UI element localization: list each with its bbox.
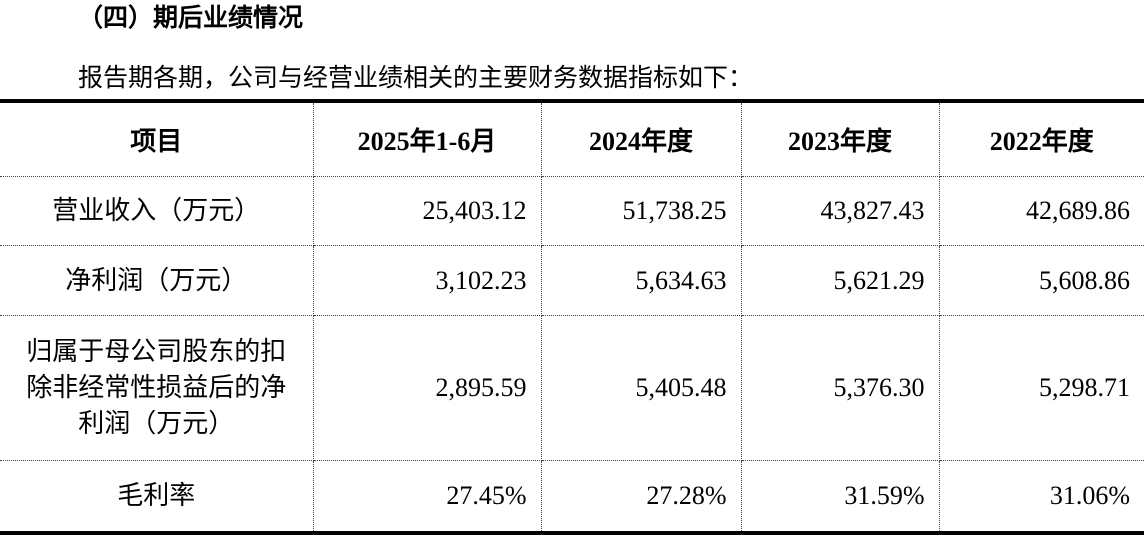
table-cell: 5,298.71: [938, 315, 1144, 461]
column-header: 2025年1-6月: [312, 101, 542, 177]
table-cell: 5,621.29: [740, 245, 940, 316]
table-cell: 5,376.30: [740, 315, 940, 461]
column-header: 2023年度: [740, 101, 940, 177]
table-row: 归属于母公司股东的扣除非经常性损益后的净利润（万元） 2,895.59 5,405.…: [0, 315, 1144, 461]
table-row: 净利润（万元） 3,102.23 5,634.63 5,621.29 5,608.86: [0, 245, 1144, 316]
table-cell: 5,634.63: [540, 245, 742, 316]
row-label: 归属于母公司股东的扣除非经常性损益后的净利润（万元）: [0, 315, 314, 461]
intro-text: 报告期各期，公司与经营业绩相关的主要财务数据指标如下：: [78, 65, 754, 92]
table-cell: 25,403.12: [312, 176, 542, 246]
header-row: 项目 2025年1-6月 2024年度 2023年度 2022年度: [0, 101, 1144, 177]
row-label: 毛利率: [0, 460, 314, 533]
table-cell: 51,738.25: [540, 176, 742, 246]
financial-table: 项目 2025年1-6月 2024年度 2023年度 2022年度 营业收入（万元） 25…: [0, 99, 1144, 535]
table-cell: 31.06%: [938, 460, 1144, 533]
table-cell: 27.45%: [312, 460, 542, 533]
row-label: 营业收入（万元）: [0, 176, 314, 246]
table-row: 营业收入（万元） 25,403.12 51,738.25 43,827.43 42,68…: [0, 176, 1144, 246]
table-cell: 43,827.43: [740, 176, 940, 246]
section-heading: （四）期后业绩情况: [78, 5, 304, 32]
table-cell: 42,689.86: [938, 176, 1144, 246]
column-header: 2024年度: [540, 101, 742, 177]
table-cell: 5,608.86: [938, 245, 1144, 316]
column-header: 2022年度: [938, 101, 1144, 177]
row-label: 净利润（万元）: [0, 245, 314, 316]
table-cell: 31.59%: [740, 460, 940, 533]
column-header: 项目: [0, 101, 314, 177]
table-cell: 27.28%: [540, 460, 742, 533]
table-cell: 3,102.23: [312, 245, 542, 316]
table-cell: 2,895.59: [312, 315, 542, 461]
table-cell: 5,405.48: [540, 315, 742, 461]
table-row: 毛利率 27.45% 27.28% 31.59% 31.06%: [0, 460, 1144, 533]
